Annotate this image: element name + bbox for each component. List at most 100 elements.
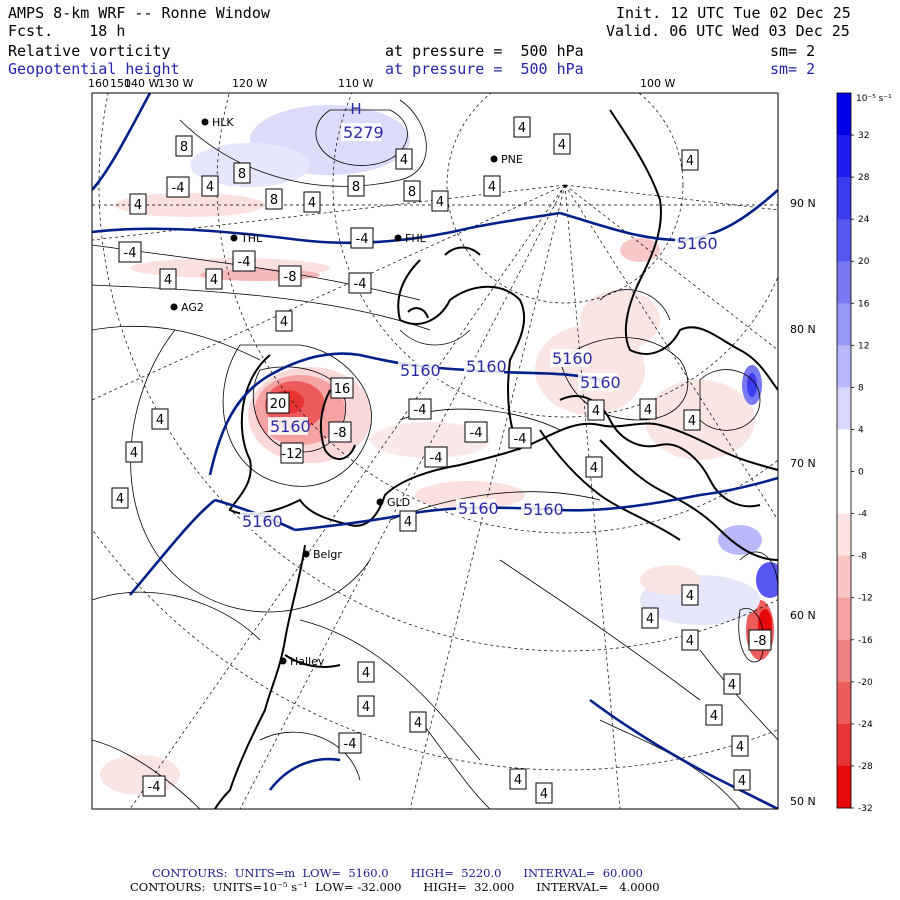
vorticity-value-box: 4 <box>357 695 375 717</box>
station-marker <box>279 657 287 665</box>
vorticity-value-box: 4 <box>681 149 699 171</box>
station-marker <box>302 550 310 558</box>
colorbar-segment <box>837 471 851 515</box>
vorticity-box-frame <box>733 769 751 791</box>
height-label-bg <box>550 349 590 367</box>
vorticity-box-value: 4 <box>710 709 718 724</box>
init-time: Init. 12 UTC Tue 02 Dec 25 <box>616 5 851 22</box>
vorticity-box-frame <box>330 377 354 399</box>
vorticity-value-box: -4 <box>338 732 362 754</box>
vorticity-box-frame <box>265 188 283 210</box>
height-label-bg <box>521 500 561 518</box>
vorticity-box-frame <box>348 272 372 294</box>
height-label: 5160 <box>552 349 593 368</box>
height-label: 5160 <box>400 361 441 380</box>
vorticity-box-frame <box>585 456 603 478</box>
vorticity-box-value: -4 <box>148 780 161 795</box>
vorticity-value-box: 8 <box>175 135 193 157</box>
height-label: 5160 <box>466 357 507 376</box>
vorticity-box-value: 8 <box>238 167 246 182</box>
colorbar-segment <box>837 93 851 136</box>
model-title: AMPS 8-km WRF -- Ronne Window <box>8 4 270 22</box>
vorticity-value-box: -4 <box>464 421 488 443</box>
vorticity-box-value: 4 <box>686 634 694 649</box>
vorticity-box-value: 8 <box>408 185 416 200</box>
vorticity-box-value: 4 <box>540 787 548 802</box>
vorticity-value-box: 4 <box>587 399 605 421</box>
vorticity-value-box: 4 <box>641 607 659 629</box>
vorticity-box-frame <box>683 409 701 431</box>
vorticity-box-value: 4 <box>130 446 138 461</box>
vorticity-box-frame <box>328 421 352 443</box>
vorticity-value-box: 8 <box>403 180 421 202</box>
colorbar-frame <box>836 92 852 809</box>
vorticity-box-frame <box>175 135 193 157</box>
init-label: Init. <box>616 4 662 22</box>
vorticity-box-value: 4 <box>156 413 164 428</box>
station-label: THL <box>240 232 263 245</box>
vorticity-value-box: 4 <box>733 769 751 791</box>
height-label-bg <box>675 234 715 252</box>
height-label: 5279 <box>343 123 384 142</box>
vorticity-box-value: -4 <box>344 737 357 752</box>
colorbar-segment <box>837 303 851 346</box>
vorticity-value-box: -8 <box>748 629 772 651</box>
vorticity-value-box: -4 <box>508 427 532 449</box>
vorticity-value-box: 8 <box>347 175 365 197</box>
vorticity-box-value: 4 <box>308 196 316 211</box>
vorticity-box-value: -4 <box>238 255 251 270</box>
colorbar-tick-label: -12 <box>858 594 873 604</box>
vorticity-box-frame <box>201 175 219 197</box>
height-label-bg <box>464 357 504 375</box>
vorticity-box-value: 4 <box>738 774 746 789</box>
vorticity-box-frame <box>205 268 223 290</box>
vorticity-box-frame <box>399 510 417 532</box>
vorticity-box-frame <box>508 427 532 449</box>
colorbar-tick-label: -8 <box>858 552 867 562</box>
vorticity-box-frame <box>303 191 321 213</box>
vorticity-box-frame <box>403 180 421 202</box>
vorticity-box-value: 4 <box>592 404 600 419</box>
colorbar-tick-label: 32 <box>858 131 869 141</box>
colorbar-segment <box>837 345 851 388</box>
height-labels: 5279 5160 5160 5160 5160 5160 5160 5160 5160 5160 <box>240 123 718 531</box>
vorticity-box-frame <box>266 392 290 414</box>
vorticity-box-frame <box>509 768 527 790</box>
vorticity-box-frame <box>681 584 699 606</box>
field-height: Geopotential height <box>8 60 180 78</box>
vorticity-value-box: -4 <box>232 250 256 272</box>
vorticity-value-box: 4 <box>535 782 553 804</box>
station-label: GLD <box>387 496 410 509</box>
vorticity-box-value: 4 <box>116 492 124 507</box>
vorticity-box-frame <box>513 116 531 138</box>
longitude-label: 110 W <box>338 77 373 90</box>
vorticity-value-box: 4 <box>705 704 723 726</box>
vorticity-value-box: 4 <box>395 148 413 170</box>
vorticity-box-value: 16 <box>334 382 351 397</box>
colorbar-tick-label: -32 <box>858 804 873 814</box>
vorticity-box-frame <box>142 775 166 797</box>
vorticity-value-box: -8 <box>328 421 352 443</box>
station-marker <box>376 498 384 506</box>
vorticity-box-frame <box>118 241 142 263</box>
height-label-bg <box>341 123 381 141</box>
longitude-label: 160 <box>88 77 109 90</box>
map-frame <box>91 92 779 810</box>
init-value: 12 UTC Tue 02 Dec 25 <box>670 4 851 22</box>
vorticity-value-boxes: 4 8 8 8 8 8 4 4 4 4 4 -4 -4 -4 -4 -8 4 4 4 4 4 -4 -4 -4 -4 -4 -8 -1… <box>111 116 772 804</box>
height-label-bg <box>578 373 618 391</box>
vorticity-value-box: 4 <box>683 409 701 431</box>
vorticity-box-frame <box>681 149 699 171</box>
stations: HLK PNE THL FHL AG2 GLD Belgr Halley <box>170 116 523 668</box>
vorticity-box-frame <box>233 162 251 184</box>
longitude-label: 120 W <box>232 77 267 90</box>
vorticity-box-frame <box>357 695 375 717</box>
station-label: PNE <box>501 153 523 166</box>
vorticity-value-box: -8 <box>278 265 302 287</box>
colorbar-tick-label: -4 <box>858 510 867 520</box>
height-label: 5160 <box>677 234 718 253</box>
colorbar-segment <box>837 135 851 178</box>
vorticity-box-frame <box>431 190 449 212</box>
height-label: 5160 <box>270 417 311 436</box>
vorticity-box-value: -4 <box>124 246 137 261</box>
